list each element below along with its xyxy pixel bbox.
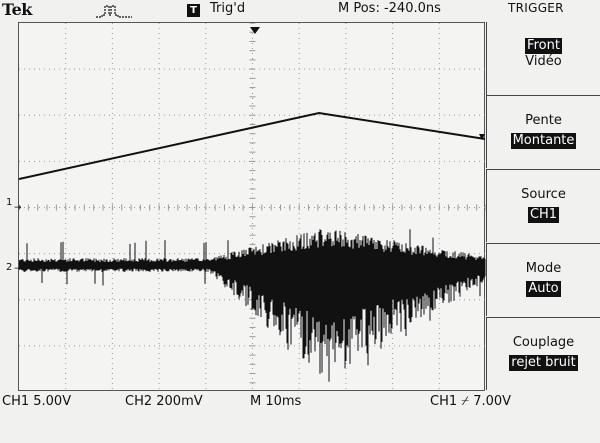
- pulse-icon: [96, 5, 132, 18]
- ch2-marker: 2: [6, 262, 13, 273]
- type-selected: Front: [525, 38, 562, 54]
- waveform-display: [18, 22, 486, 392]
- ch1-marker-arrow: →: [14, 203, 22, 213]
- main-position-readout: M Pos: -240.0ns: [338, 1, 441, 16]
- ch2-marker-arrow: →: [14, 264, 22, 274]
- bottom-status-bar: CH1 5.00V CH2 200mV M 10ms CH1 ⌿ 7.00V: [0, 393, 600, 415]
- type-other: Vidéo: [525, 54, 562, 69]
- coupling-value: rejet bruit: [509, 355, 578, 371]
- ch1-scale: CH1 5.00V: [2, 394, 72, 409]
- ch1-trace: [19, 111, 486, 180]
- ch1-marker: 1: [6, 197, 13, 208]
- source-value: CH1: [527, 207, 560, 223]
- graticule: [19, 23, 486, 392]
- mode-value: Auto: [526, 281, 561, 297]
- trigger-badge: T: [187, 4, 200, 17]
- trigger-menu: Front Vidéo Pente Montante Source CH1 Mo…: [486, 22, 600, 391]
- trigger-status: Trig'd: [210, 1, 246, 16]
- source-label: Source: [521, 187, 566, 202]
- timebase-scale: M 10ms: [250, 394, 302, 409]
- trigger-readout: CH1 ⌿ 7.00V: [430, 394, 512, 409]
- brand-logo: Tek: [2, 0, 32, 19]
- slope-label: Pente: [525, 113, 562, 128]
- slope-value: Montante: [510, 133, 577, 149]
- menu-button-mode[interactable]: Mode Auto: [486, 243, 600, 316]
- menu-title: TRIGGER: [508, 1, 564, 15]
- ch2-trace: [19, 229, 486, 382]
- menu-button-slope[interactable]: Pente Montante: [486, 95, 600, 168]
- top-status-bar: Tek T Trig'd M Pos: -240.0ns TRIGGER: [0, 0, 600, 22]
- menu-button-source[interactable]: Source CH1: [486, 169, 600, 242]
- mode-label: Mode: [525, 261, 562, 276]
- ch2-scale: CH2 200mV: [125, 394, 203, 409]
- menu-button-coupling[interactable]: Couplage rejet bruit: [486, 317, 600, 390]
- trigger-position-marker: [250, 27, 260, 34]
- menu-button-type[interactable]: Front Vidéo: [486, 22, 600, 95]
- coupling-label: Couplage: [512, 335, 575, 350]
